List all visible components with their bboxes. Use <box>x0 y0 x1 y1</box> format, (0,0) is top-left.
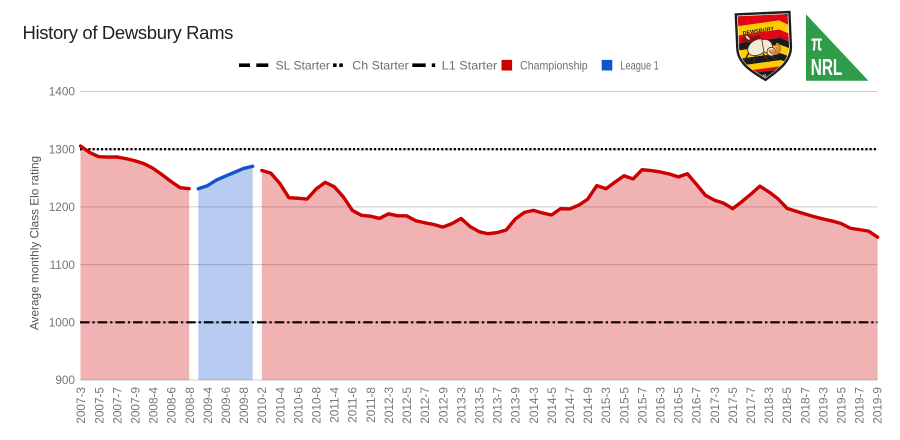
svg-text:2015-7: 2015-7 <box>635 387 649 424</box>
svg-text:2019-9: 2019-9 <box>871 387 885 424</box>
svg-text:2015-5: 2015-5 <box>617 387 631 424</box>
svg-text:2011-4: 2011-4 <box>328 387 342 423</box>
svg-text:2012-7: 2012-7 <box>418 387 432 424</box>
svg-text:League 1: League 1 <box>620 59 659 72</box>
svg-text:1200: 1200 <box>49 200 76 214</box>
svg-text:2018-3: 2018-3 <box>762 387 776 424</box>
svg-text:2007-9: 2007-9 <box>129 387 143 424</box>
svg-text:2014-5: 2014-5 <box>545 387 559 424</box>
svg-text:2012-3: 2012-3 <box>382 387 396 424</box>
svg-text:NRL: NRL <box>811 54 843 80</box>
svg-text:1100: 1100 <box>50 258 76 272</box>
svg-text:π: π <box>811 31 822 56</box>
svg-text:2012-9: 2012-9 <box>436 387 450 424</box>
svg-text:History of Dewsbury Rams: History of Dewsbury Rams <box>23 22 234 43</box>
svg-text:Average monthly Class Elo rati: Average monthly Class Elo rating <box>27 156 41 330</box>
svg-text:2007-5: 2007-5 <box>92 387 106 424</box>
svg-text:2017-7: 2017-7 <box>744 387 758 424</box>
svg-text:2019-7: 2019-7 <box>853 387 867 424</box>
svg-text:2013-9: 2013-9 <box>509 387 523 424</box>
svg-text:2009-6: 2009-6 <box>219 387 233 424</box>
svg-text:2014-3: 2014-3 <box>527 387 541 424</box>
svg-text:Championship: Championship <box>520 59 588 72</box>
svg-text:2014-7: 2014-7 <box>563 387 577 424</box>
svg-text:2017-5: 2017-5 <box>726 387 740 424</box>
svg-text:2017-3: 2017-3 <box>708 387 722 424</box>
svg-text:Ch Starter: Ch Starter <box>352 59 409 72</box>
svg-text:RAMS: RAMS <box>741 35 762 45</box>
svg-text:2008-6: 2008-6 <box>165 387 179 424</box>
svg-text:SL Starter: SL Starter <box>276 59 331 72</box>
svg-text:L1 Starter: L1 Starter <box>442 59 498 72</box>
svg-text:2014-9: 2014-9 <box>581 387 595 424</box>
svg-text:DEWSBURY: DEWSBURY <box>742 26 775 37</box>
svg-text:900: 900 <box>55 373 75 387</box>
svg-text:2016-3: 2016-3 <box>654 387 668 424</box>
svg-text:2016-7: 2016-7 <box>690 387 704 424</box>
svg-text:2007-3: 2007-3 <box>74 387 88 424</box>
svg-text:2016-5: 2016-5 <box>672 387 686 424</box>
svg-text:2013-3: 2013-3 <box>454 387 468 424</box>
svg-text:2009-4: 2009-4 <box>201 387 215 424</box>
svg-text:1300: 1300 <box>49 142 76 156</box>
svg-text:2015-3: 2015-3 <box>599 387 613 424</box>
svg-text:1400: 1400 <box>49 85 76 99</box>
svg-text:2009-8: 2009-8 <box>237 387 251 424</box>
svg-text:2019-5: 2019-5 <box>835 387 849 424</box>
svg-text:1 98: 1 98 <box>760 74 767 78</box>
svg-text:2010-8: 2010-8 <box>310 387 324 424</box>
svg-text:2007-7: 2007-7 <box>110 387 124 424</box>
svg-text:2010-2: 2010-2 <box>255 387 269 424</box>
svg-text:RLFC: RLFC <box>779 36 789 41</box>
svg-text:2013-5: 2013-5 <box>473 387 487 424</box>
svg-text:2019-3: 2019-3 <box>816 387 830 424</box>
svg-text:2008-8: 2008-8 <box>183 387 197 424</box>
svg-text:2010-6: 2010-6 <box>291 387 305 424</box>
svg-text:2018-7: 2018-7 <box>798 387 812 424</box>
svg-text:2013-7: 2013-7 <box>491 387 505 424</box>
svg-text:2018-5: 2018-5 <box>780 387 794 424</box>
svg-text:2012-5: 2012-5 <box>400 387 414 424</box>
svg-text:2010-4: 2010-4 <box>273 387 287 424</box>
svg-text:2011-8: 2011-8 <box>364 387 378 423</box>
svg-text:2011-6: 2011-6 <box>346 387 360 423</box>
svg-text:1000: 1000 <box>49 316 76 330</box>
svg-text:2008-4: 2008-4 <box>147 387 161 424</box>
